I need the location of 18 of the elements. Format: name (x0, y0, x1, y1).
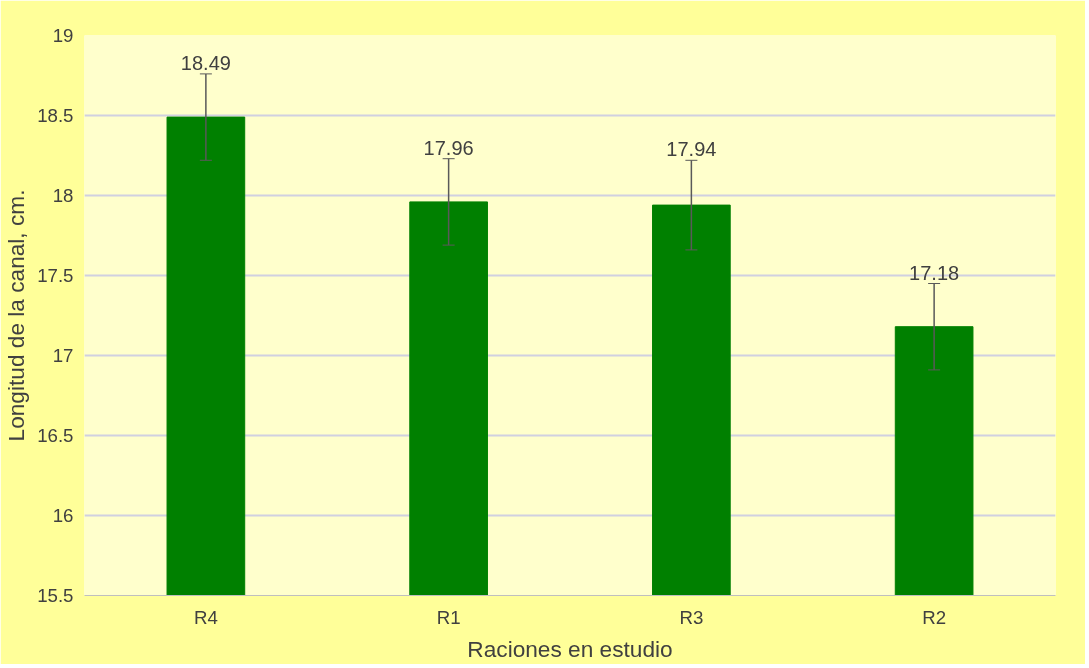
y-tick-label: 15.5 (37, 585, 74, 606)
y-tick-label: 17.5 (37, 265, 74, 286)
data-label: 17.94 (666, 138, 717, 161)
y-tick-label: 16.5 (37, 425, 74, 446)
data-label: 17.96 (423, 136, 474, 159)
x-tick-label: R4 (193, 606, 218, 628)
y-tick-label: 18 (52, 185, 74, 206)
x-tick-label: R2 (922, 606, 947, 628)
x-axis-title: Raciones en estudio (467, 635, 673, 662)
y-tick-label: 19 (52, 25, 74, 46)
data-label: 17.18 (909, 261, 960, 284)
x-tick-label: R1 (436, 606, 461, 628)
y-axis-title: Longitud de la canal, cm. (3, 189, 30, 442)
y-tick-label: 16 (52, 505, 74, 526)
data-label: 18.49 (180, 51, 231, 74)
y-tick-label: 18.5 (37, 105, 74, 126)
y-tick-label: 17 (52, 345, 74, 366)
x-tick-label: R3 (679, 606, 704, 628)
